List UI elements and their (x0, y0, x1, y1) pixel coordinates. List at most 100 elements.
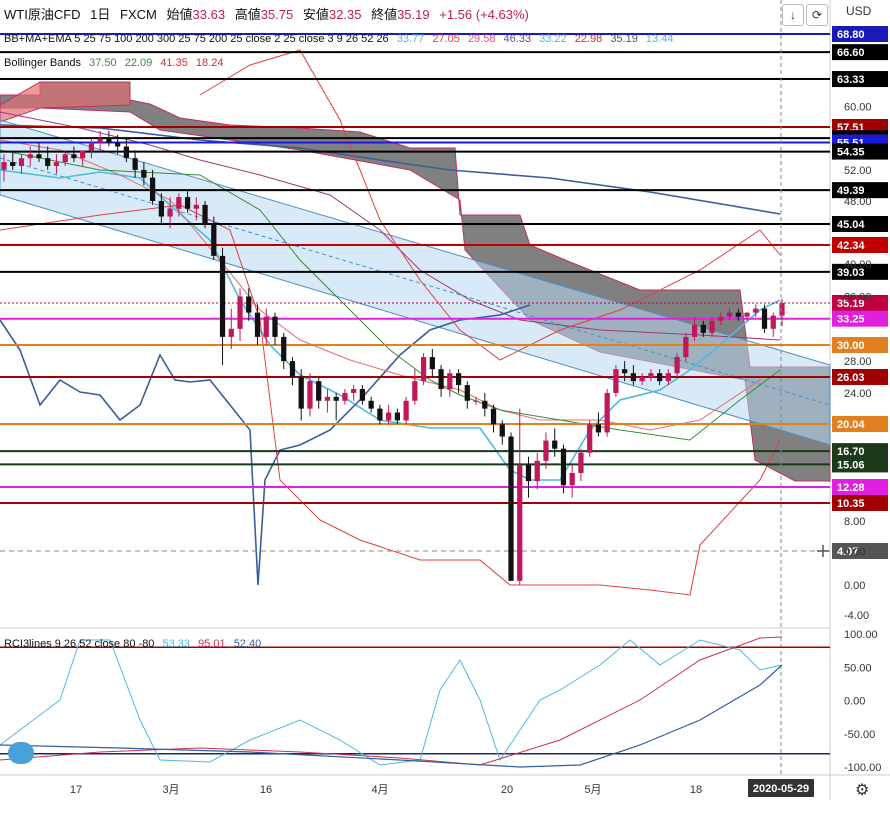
candle (1, 162, 7, 170)
candle (656, 373, 663, 382)
ma-line-mid (0, 111, 781, 341)
close-label: 終値 (371, 7, 398, 22)
candle (683, 336, 689, 358)
rci-legend[interactable]: RCI3lines 9 26 52 close 80 -80 53.33 95.… (4, 638, 266, 650)
bb-value: 37.50 (89, 57, 117, 69)
candle (438, 369, 444, 390)
price-level-label: 66.60 (837, 47, 865, 59)
candle (412, 381, 418, 401)
candle (744, 312, 750, 317)
candle (281, 336, 287, 362)
download-icon[interactable]: ↓ (782, 4, 804, 26)
candle (97, 138, 103, 143)
candle (473, 400, 479, 402)
rci-label: RCI3lines 9 26 52 close 80 -80 (4, 638, 155, 650)
rci-value: 53.33 (162, 638, 191, 650)
candle (578, 452, 584, 474)
candle (377, 408, 383, 421)
candle (534, 460, 540, 482)
gear-icon[interactable]: ⚙ (855, 782, 870, 799)
candle (219, 255, 226, 337)
candle (429, 357, 435, 370)
open-value: 33.63 (192, 7, 226, 22)
candle (560, 448, 567, 486)
price-level-label: 54.35 (837, 147, 865, 159)
candle (202, 204, 208, 225)
candle (753, 308, 759, 313)
candle (228, 328, 234, 337)
price-level-label: 33.25 (837, 314, 865, 326)
candle (622, 369, 628, 374)
bollinger-legend[interactable]: Bollinger Bands 37.50 22.09 41.35 18.24 (4, 57, 228, 69)
refresh-icon[interactable]: ⟳ (806, 4, 828, 26)
x-tick-label: 3月 (162, 784, 179, 796)
rci-tick-label: 100.00 (844, 629, 878, 641)
candle (386, 412, 392, 421)
candle (18, 158, 25, 166)
y-tick-label: 60.00 (844, 101, 872, 113)
candle (709, 320, 715, 333)
candle (517, 464, 523, 581)
price-level-tag (832, 456, 888, 473)
price-level-label: 26.03 (837, 372, 865, 384)
candle (595, 424, 602, 433)
price-level-label: 12.28 (837, 482, 865, 494)
candle (184, 197, 191, 209)
candle (508, 436, 514, 581)
price-level-tag (832, 295, 888, 311)
change-value: +1.56 (+4.63%) (439, 7, 529, 22)
rci-short (0, 639, 783, 766)
ma-indicator-legend[interactable]: BB+MA+EMA 5 25 75 100 200 300 25 75 200 … (4, 33, 678, 45)
price-level-tag (832, 543, 888, 559)
candle (770, 315, 776, 329)
candle (158, 200, 164, 217)
rci-value: 52.40 (233, 638, 262, 650)
candle (613, 369, 619, 393)
price-level-tag (832, 26, 888, 42)
y-tick-label: 48.00 (844, 196, 872, 208)
tradingview-logo-icon (8, 742, 34, 764)
candle (700, 324, 706, 333)
candle (62, 154, 68, 163)
bb-value: 22.09 (124, 57, 153, 69)
candle (735, 312, 741, 317)
candle (455, 373, 462, 386)
interval-label[interactable]: 1日 (90, 7, 111, 22)
candle (761, 308, 768, 329)
bb-lower (0, 204, 781, 596)
candle (27, 154, 33, 159)
price-level-label: 63.33 (837, 74, 865, 86)
y-tick-label: -4.00 (844, 610, 869, 622)
candle (106, 138, 112, 143)
candle (263, 316, 269, 337)
candle (53, 162, 60, 166)
ma-value: 33.22 (539, 33, 567, 45)
x-tick-label: 16 (260, 784, 272, 796)
candle (499, 424, 505, 437)
price-level-tag (832, 237, 888, 253)
candle (342, 392, 348, 401)
candle (726, 312, 733, 317)
rci-tick-label: -100.00 (844, 762, 881, 774)
candle (587, 424, 593, 453)
crosshair-plus-icon (817, 545, 829, 557)
candle (482, 400, 488, 409)
symbol-name[interactable]: WTI原油CFD (4, 7, 81, 22)
y-tick-label: 0.00 (844, 580, 865, 592)
candle (552, 440, 558, 449)
candle (132, 158, 138, 170)
chart-header: WTI原油CFD 1日 FXCM 始値33.63 高値35.75 安値32.35… (4, 4, 535, 23)
candle (272, 316, 278, 337)
candle (718, 316, 724, 321)
price-level-tag (832, 215, 888, 232)
candle (211, 224, 217, 256)
ema-short (0, 169, 781, 481)
ma-value: 46.33 (503, 33, 532, 45)
ichimoku-cloud (0, 81, 831, 482)
candle (289, 361, 296, 378)
candle (123, 146, 130, 159)
ma-value: 27.05 (432, 33, 460, 45)
price-level-tag (832, 143, 888, 160)
candle (368, 400, 374, 409)
